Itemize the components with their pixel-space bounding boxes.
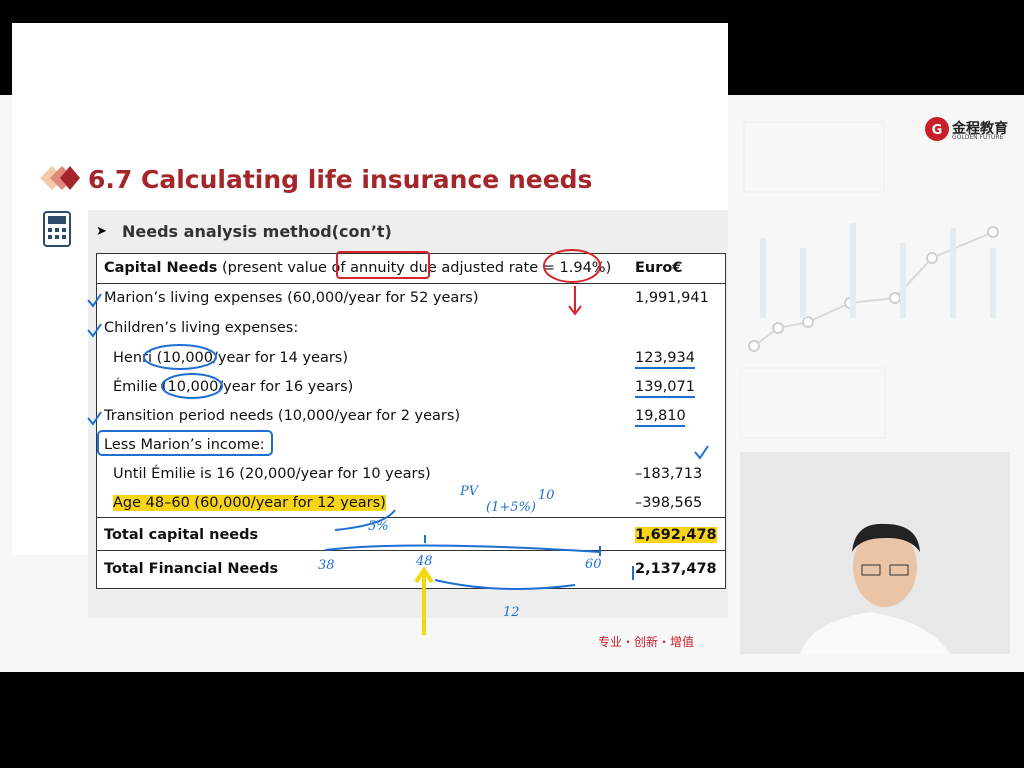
row-value: 1,692,478	[635, 527, 717, 543]
annotation: (1+5%)	[486, 500, 536, 515]
row-label: Children’s living expenses:	[104, 320, 299, 336]
row-label: Age 48–60 (60,000/year for 12 years)	[113, 495, 386, 511]
annotation: PV	[460, 484, 479, 499]
row-value: –398,565	[635, 495, 703, 511]
row-label: Émilie (10,000/year for 16 years)	[113, 379, 354, 395]
background-decoration	[740, 121, 999, 439]
header-label: Capital Needs (present value of annuity …	[104, 260, 611, 276]
row-value: 139,071	[635, 379, 695, 395]
bullet-arrow: ➤	[96, 224, 107, 239]
annotation: 12	[503, 605, 520, 620]
annotation: 5%	[368, 519, 389, 534]
row-label: Transition period needs (10,000/year for…	[104, 408, 461, 424]
annotation-strokes	[87, 249, 709, 635]
logo-tagline: GOLDEN FUTURE	[952, 134, 1004, 141]
header-rest: (present value of annuity due adjusted r…	[221, 260, 612, 276]
annotation: 38	[318, 558, 335, 573]
row-label: Marion’s living expenses (60,000/year fo…	[104, 290, 479, 306]
header-bold: Capital Needs	[104, 260, 218, 276]
row-label: Henri (10,000/year for 14 years)	[113, 350, 349, 366]
row-value: –183,713	[635, 466, 703, 482]
row-value: 19,810	[635, 408, 686, 424]
svg-text:G: G	[932, 123, 943, 138]
row-label: Total capital needs	[104, 527, 259, 543]
slide-subtitle: Needs analysis method(con’t)	[122, 222, 392, 241]
table-rule	[97, 517, 725, 518]
slide-footer: 专业・创新・增值	[598, 635, 695, 649]
table-rule	[97, 283, 725, 284]
annotation: 48	[416, 554, 433, 569]
table-rule	[97, 550, 725, 551]
table-header: Capital Needs (present value of annuity …	[97, 260, 725, 284]
slide-icons	[40, 166, 80, 247]
row-value: 1,991,941	[635, 290, 709, 306]
row-label: Total Financial Needs	[104, 561, 279, 577]
presenter	[800, 523, 950, 654]
row-value: 2,137,478	[635, 561, 717, 577]
slide-title: 6.7 Calculating life insurance needs	[88, 165, 593, 194]
row-value: 123,934	[635, 350, 695, 366]
row-label: Less Marion’s income:	[104, 437, 265, 453]
row-label: Until Émilie is 16 (20,000/year for 10 y…	[113, 466, 431, 482]
needs-table: Capital Needs (present value of annuity …	[96, 253, 726, 589]
annotation: 10	[538, 488, 555, 503]
logo-icon: G	[925, 117, 949, 141]
webcam-feed	[740, 452, 1010, 654]
annotation: 60	[585, 557, 602, 572]
logo-name: 金程教育	[952, 121, 1008, 137]
header-unit: Euro€	[635, 260, 683, 276]
